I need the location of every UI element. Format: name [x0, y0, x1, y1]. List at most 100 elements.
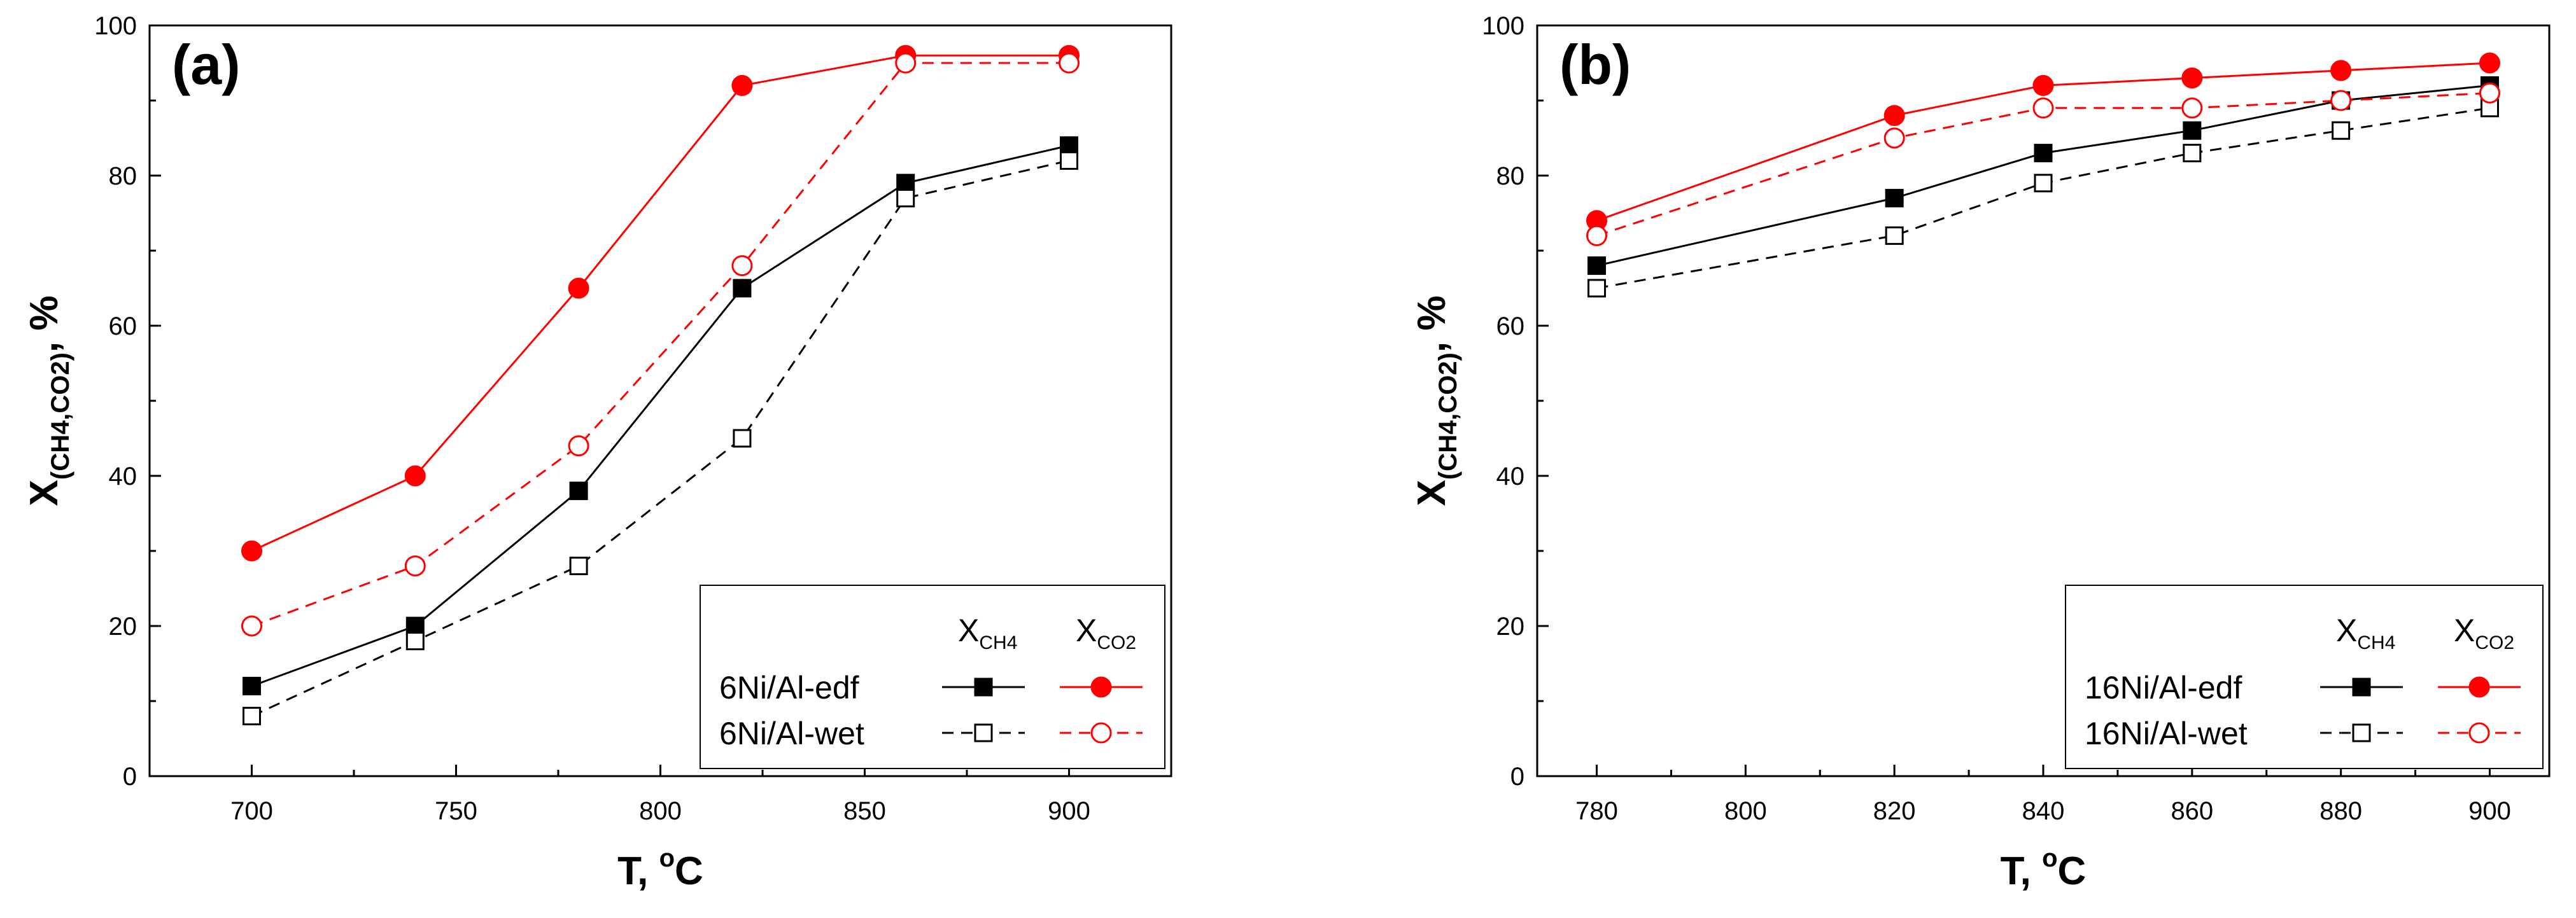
- legend-row-label: 16Ni/Al-wet: [2085, 716, 2248, 751]
- data-point: [2330, 60, 2352, 81]
- legend-box: [700, 585, 1165, 769]
- y-axis-title-main: X: [22, 480, 66, 506]
- y-tick-label: 0: [1510, 763, 1524, 791]
- series-line: [251, 54, 1069, 552]
- data-point: [2181, 97, 2203, 119]
- x-axis-title: T, oC: [2001, 844, 2087, 893]
- legend-col-header-main: X: [1076, 613, 1097, 648]
- x-axis-title-sup: o: [659, 844, 675, 872]
- y-tick-label: 40: [1496, 462, 1525, 490]
- x-axis-title-unit: C: [2058, 849, 2087, 893]
- x-tick-label: 820: [1873, 797, 1916, 825]
- y-axis-title-sub: (CH4,CO2): [1434, 352, 1462, 480]
- legend-marker: [2468, 676, 2490, 698]
- legend-row-label: 6Ni/Al-wet: [719, 716, 864, 751]
- series-xco2-solid: [1586, 52, 2500, 232]
- x-tick-label: 800: [639, 797, 682, 825]
- series-line: [1596, 84, 2490, 267]
- legend-row: 6Ni/Al-wet: [719, 716, 1143, 751]
- data-point: [241, 540, 262, 562]
- legend-col-header-main: X: [958, 613, 979, 648]
- y-axis-title-main: X: [1410, 480, 1454, 506]
- x-tick-label: 860: [2171, 797, 2213, 825]
- legend-col-header-sub: CH4: [979, 632, 1017, 653]
- legend-marker: [1090, 722, 1112, 744]
- data-point: [731, 74, 753, 96]
- data-point: [1060, 136, 1078, 155]
- legend-col-header-main: X: [2336, 613, 2357, 648]
- data-point: [1059, 52, 1080, 74]
- data-point: [243, 707, 261, 726]
- y-tick-label: 20: [1496, 613, 1525, 641]
- x-axis-title-main: T,: [2001, 849, 2042, 893]
- data-point: [2479, 82, 2500, 104]
- data-point: [1885, 188, 1904, 207]
- legend-col-header-sub: CO2: [2475, 632, 2514, 653]
- legend-col-header: XCO2: [2454, 613, 2514, 653]
- data-point: [2183, 121, 2202, 140]
- legend-col-header-sub: CO2: [1097, 632, 1136, 653]
- y-axis-title: X(CH4,CO2), %: [22, 296, 74, 506]
- data-point: [1587, 256, 1607, 275]
- series-xco2-solid: [241, 45, 1080, 562]
- data-point: [2332, 121, 2351, 140]
- data-point: [243, 676, 261, 695]
- x-tick-label: 750: [435, 797, 477, 825]
- legend-col-header-main: X: [2454, 613, 2475, 648]
- series-line: [1596, 92, 2490, 237]
- series-xco2-dashed: [1586, 82, 2500, 246]
- data-point: [2032, 74, 2054, 96]
- legend-marker: [1090, 676, 1112, 698]
- panel-label: (a): [172, 33, 241, 96]
- legend-marker: [974, 678, 993, 697]
- data-point: [733, 429, 752, 448]
- data-point: [1883, 127, 1905, 149]
- y-tick-label: 80: [1496, 162, 1525, 190]
- x-axis-title-unit: C: [675, 849, 703, 893]
- series-xch4-dashed: [1587, 99, 2499, 298]
- series-xch4-dashed: [243, 151, 1078, 726]
- x-tick-label: 840: [2022, 797, 2065, 825]
- data-point: [405, 616, 425, 636]
- data-point: [1885, 226, 1904, 245]
- data-point: [733, 279, 752, 298]
- data-point: [405, 632, 425, 651]
- x-tick-label: 700: [230, 797, 273, 825]
- y-tick-label: 40: [109, 462, 137, 490]
- y-axis-title-sub: (CH4,CO2): [46, 352, 74, 480]
- data-point: [895, 52, 917, 74]
- series-line: [1596, 62, 2490, 222]
- data-point: [2330, 90, 2352, 111]
- data-point: [2034, 144, 2053, 163]
- x-tick-label: 900: [2468, 797, 2511, 825]
- data-point: [1586, 225, 1608, 246]
- y-tick-label: 60: [109, 312, 137, 340]
- legend-col-header: XCH4: [958, 613, 1017, 653]
- series-line: [251, 144, 1069, 687]
- legend-marker: [2352, 723, 2371, 742]
- data-point: [569, 557, 588, 576]
- series-line: [251, 62, 1069, 627]
- data-point: [568, 435, 589, 457]
- data-point: [1060, 151, 1078, 170]
- data-point: [2479, 52, 2500, 74]
- legend-col-header: XCH4: [2336, 613, 2395, 653]
- legend-row: 16Ni/Al-edf: [2085, 670, 2521, 706]
- legend-marker: [2352, 678, 2371, 697]
- legend-row: 16Ni/Al-wet: [2085, 716, 2521, 751]
- x-tick-label: 780: [1575, 797, 1618, 825]
- legend-row-label: 6Ni/Al-edf: [719, 670, 859, 706]
- x-axis-title: T, oC: [617, 844, 703, 893]
- y-axis-title: X(CH4,CO2), %: [1410, 296, 1462, 506]
- data-point: [2034, 174, 2053, 193]
- data-point: [896, 188, 915, 207]
- data-point: [569, 482, 588, 501]
- legend-marker: [2468, 722, 2490, 744]
- y-tick-label: 80: [109, 162, 137, 190]
- data-point: [568, 277, 589, 299]
- data-point: [2032, 97, 2054, 119]
- chart-panel-b: 780 800 820 840 860 880 900 0 20 40 60 80 100 (b) T, o…: [1410, 12, 2551, 893]
- y-axis-title-tail: , %: [1410, 296, 1454, 353]
- series-xch4-solid: [243, 136, 1078, 695]
